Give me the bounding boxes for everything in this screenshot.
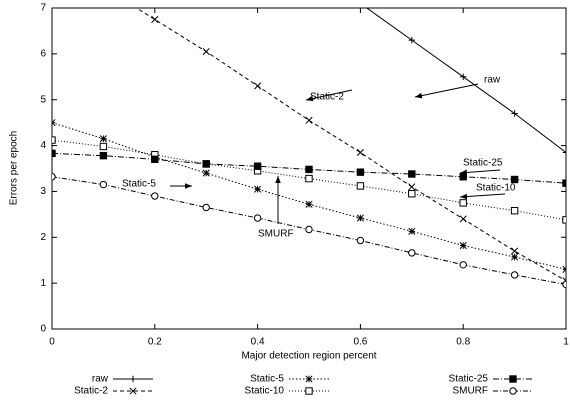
x-tick-label: 0 <box>49 337 55 348</box>
annotation: Static-5 <box>122 179 156 190</box>
point <box>562 216 566 224</box>
point <box>253 214 262 222</box>
point <box>459 199 467 207</box>
annotation-arrow <box>459 193 506 200</box>
legend-marker <box>129 375 137 383</box>
y-tick-label: 3 <box>40 186 46 197</box>
point <box>562 280 566 289</box>
series-line <box>52 122 566 270</box>
series-line <box>135 8 566 282</box>
y-tick-label: 4 <box>40 140 46 151</box>
point <box>356 148 364 157</box>
legend-marker <box>509 375 517 383</box>
legend-label: raw <box>92 374 109 385</box>
x-tick-label: 0.4 <box>251 337 265 348</box>
legend-label: Static-2 <box>74 386 108 397</box>
point <box>99 151 108 160</box>
point <box>305 165 313 174</box>
point <box>408 249 416 257</box>
point <box>511 110 518 117</box>
point <box>52 149 56 158</box>
point <box>151 155 159 164</box>
annotation-arrow <box>305 89 353 102</box>
point <box>99 142 108 151</box>
x-tick-label: 0.2 <box>148 337 162 348</box>
point <box>305 174 313 183</box>
point <box>408 183 416 191</box>
x-tick-label: 0.6 <box>353 337 367 348</box>
point <box>305 200 313 208</box>
point <box>459 241 467 250</box>
x-tick-label: 0.8 <box>456 337 470 348</box>
annotation: Static-2 <box>310 92 344 103</box>
legend-label: SMURF <box>452 386 488 397</box>
point <box>408 227 416 235</box>
point <box>52 119 56 127</box>
annotation: raw <box>484 75 501 86</box>
y-tick-label: 1 <box>40 278 46 289</box>
point <box>510 175 519 184</box>
y-axis-title: Errors per epoch <box>9 131 20 205</box>
legend-label: Static-5 <box>250 374 284 385</box>
point <box>459 215 467 223</box>
legend-marker <box>129 387 137 395</box>
point <box>562 149 566 156</box>
point <box>459 261 467 269</box>
point <box>151 15 159 24</box>
point <box>460 73 467 80</box>
point <box>356 168 365 176</box>
legend-label: Static-25 <box>449 374 489 385</box>
point <box>305 116 313 124</box>
point <box>305 225 313 234</box>
point <box>511 247 519 255</box>
point <box>356 182 365 190</box>
y-tick-label: 7 <box>40 3 46 14</box>
point <box>408 170 416 178</box>
legend-marker <box>509 387 517 395</box>
point <box>510 271 519 279</box>
point <box>511 253 519 261</box>
point <box>356 214 364 222</box>
y-tick-label: 6 <box>40 48 46 59</box>
point <box>151 192 159 200</box>
plot-area <box>52 0 566 289</box>
point <box>202 160 210 168</box>
point <box>52 136 56 144</box>
point <box>562 265 566 273</box>
y-tick-label: 0 <box>40 324 46 335</box>
point <box>562 179 566 187</box>
point <box>52 173 56 181</box>
point <box>254 82 262 90</box>
point <box>202 203 210 212</box>
point <box>459 173 467 181</box>
point <box>357 0 363 6</box>
annotation-arrow <box>414 83 479 99</box>
annotation: Static-10 <box>476 183 516 194</box>
y-tick-label: 2 <box>40 232 46 243</box>
legend-marker <box>305 387 313 395</box>
point <box>202 169 210 177</box>
x-tick-label: 1 <box>563 337 569 348</box>
point <box>356 236 365 245</box>
legend-label: Static-10 <box>245 386 285 397</box>
point <box>408 36 415 44</box>
annotation: SMURF <box>258 229 294 240</box>
point <box>408 190 416 198</box>
point <box>99 180 108 189</box>
y-tick-label: 5 <box>40 94 46 105</box>
legend-marker <box>305 375 313 383</box>
plot-frame <box>51 7 567 330</box>
point <box>253 162 262 170</box>
x-axis-title: Major detection region percent <box>241 351 376 362</box>
point <box>202 48 210 56</box>
point <box>99 135 107 143</box>
point <box>254 185 262 193</box>
annotation-arrow <box>459 169 501 176</box>
annotation: Static-25 <box>463 158 503 169</box>
point <box>510 206 519 215</box>
